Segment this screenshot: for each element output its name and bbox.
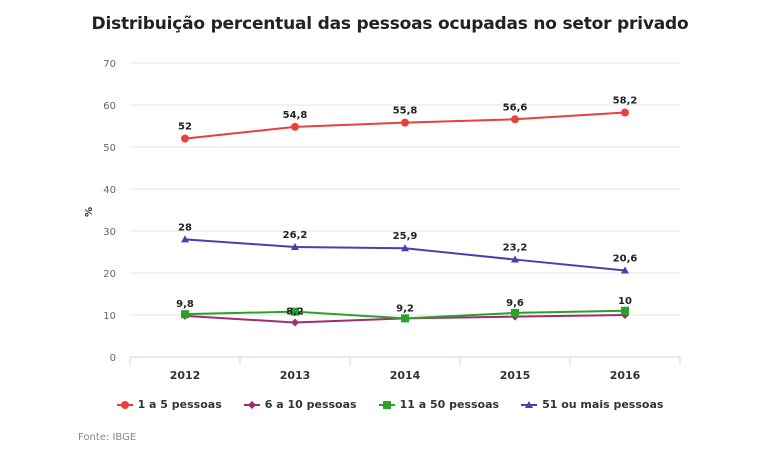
data-point-1-a-5-pessoas — [621, 108, 629, 117]
data-point-51-ou-mais-pessoas — [291, 242, 299, 250]
y-axis-label: % — [84, 207, 95, 217]
y-tick-label: 60 — [103, 101, 116, 112]
y-axis: 0 10 20 30 40 50 60 70 — [103, 59, 116, 364]
data-point-1-a-5-pessoas — [291, 122, 299, 131]
legend-label: 51 ou mais pessoas — [542, 398, 664, 411]
data-label-51-ou-mais-pessoas: 28 — [178, 222, 192, 233]
legend-label: 1 a 5 pessoas — [137, 398, 222, 411]
data-point-51-ou-mais-pessoas — [511, 255, 519, 263]
series-markers — [181, 108, 629, 327]
x-tick-label: 2015 — [500, 369, 531, 382]
data-label-6-a-10-pessoas: 8,2 — [286, 307, 304, 318]
data-point-51-ou-mais-pessoas — [401, 244, 409, 252]
data-point-11-a-50-pessoas — [181, 310, 189, 319]
data-label-51-ou-mais-pessoas: 26,2 — [283, 230, 308, 241]
data-label-6-a-10-pessoas: 9,2 — [396, 303, 414, 314]
data-label-6-a-10-pessoas: 9,6 — [506, 298, 524, 309]
series-line-51-ou-mais-pessoas — [184, 238, 626, 272]
legend-label: 11 a 50 pessoas — [399, 398, 500, 411]
data-point-1-a-5-pessoas — [511, 115, 519, 124]
data-point-11-a-50-pessoas — [511, 308, 519, 317]
data-label-1-a-5-pessoas: 56,6 — [503, 102, 528, 113]
legend: 1 a 5 pessoas 6 a 10 pessoas 11 a 50 pesso… — [0, 398, 780, 411]
legend-label: 6 a 10 pessoas — [264, 398, 357, 411]
legend-marker — [120, 400, 129, 409]
legend-item-1-a-5-pessoas[interactable]: 1 a 5 pessoas — [116, 398, 222, 411]
y-tick-label: 30 — [103, 227, 116, 238]
x-tick-label: 2012 — [170, 369, 201, 382]
data-point-51-ou-mais-pessoas — [181, 235, 189, 243]
x-tick-label: 2014 — [390, 369, 421, 382]
y-tick-label: 10 — [103, 311, 116, 322]
legend-marker — [525, 400, 534, 408]
legend-diamond-icon — [243, 400, 260, 409]
data-point-11-a-50-pessoas — [621, 306, 629, 315]
data-label-51-ou-mais-pessoas: 20,6 — [613, 253, 638, 264]
data-label-6-a-10-pessoas: 10 — [618, 296, 632, 307]
legend-marker — [247, 400, 256, 409]
y-tick-label: 70 — [103, 59, 116, 70]
data-point-51-ou-mais-pessoas — [621, 266, 629, 274]
data-label-1-a-5-pessoas: 58,2 — [613, 96, 638, 107]
data-label-1-a-5-pessoas: 52 — [178, 122, 192, 133]
data-point-11-a-50-pessoas — [291, 307, 299, 316]
gridlines — [130, 62, 680, 316]
y-tick-label: 50 — [103, 143, 116, 154]
x-tick-label: 2013 — [280, 369, 311, 382]
chart-title: Distribuição percentual das pessoas ocup… — [91, 14, 689, 34]
source-note: Fonte: IBGE — [78, 432, 137, 443]
data-point-11-a-50-pessoas — [401, 314, 409, 323]
y-tick-label: 20 — [103, 269, 116, 280]
data-label-1-a-5-pessoas: 54,8 — [283, 110, 308, 121]
data-label-1-a-5-pessoas: 55,8 — [393, 106, 418, 117]
legend-marker — [382, 400, 391, 409]
legend-triangle-icon — [521, 400, 538, 408]
legend-square-icon — [378, 400, 395, 409]
y-tick-label: 40 — [103, 185, 116, 196]
legend-circle-icon — [116, 400, 133, 409]
data-label-6-a-10-pessoas: 9,8 — [176, 299, 194, 310]
data-point-1-a-5-pessoas — [181, 134, 189, 143]
legend-item-6-a-10-pessoas[interactable]: 6 a 10 pessoas — [243, 398, 357, 411]
y-tick-label: 0 — [110, 353, 116, 364]
data-label-51-ou-mais-pessoas: 23,2 — [503, 243, 528, 254]
x-tick-label: 2016 — [610, 369, 641, 382]
data-point-6-a-10-pessoas — [291, 318, 299, 327]
legend-item-51-ou-mais-pessoas[interactable]: 51 ou mais pessoas — [521, 398, 663, 411]
data-labels: 52 54,8 55,8 56,6 58,2 9,8 8,2 9,2 9,6 10 28 26,2 25… — [176, 96, 637, 318]
series-lines — [184, 111, 626, 324]
x-axis: 2012 2013 2014 2015 2016 — [129, 356, 681, 382]
data-point-1-a-5-pessoas — [401, 118, 409, 127]
legend-item-11-a-50-pessoas[interactable]: 11 a 50 pessoas — [378, 398, 500, 411]
data-label-51-ou-mais-pessoas: 25,9 — [393, 231, 418, 242]
